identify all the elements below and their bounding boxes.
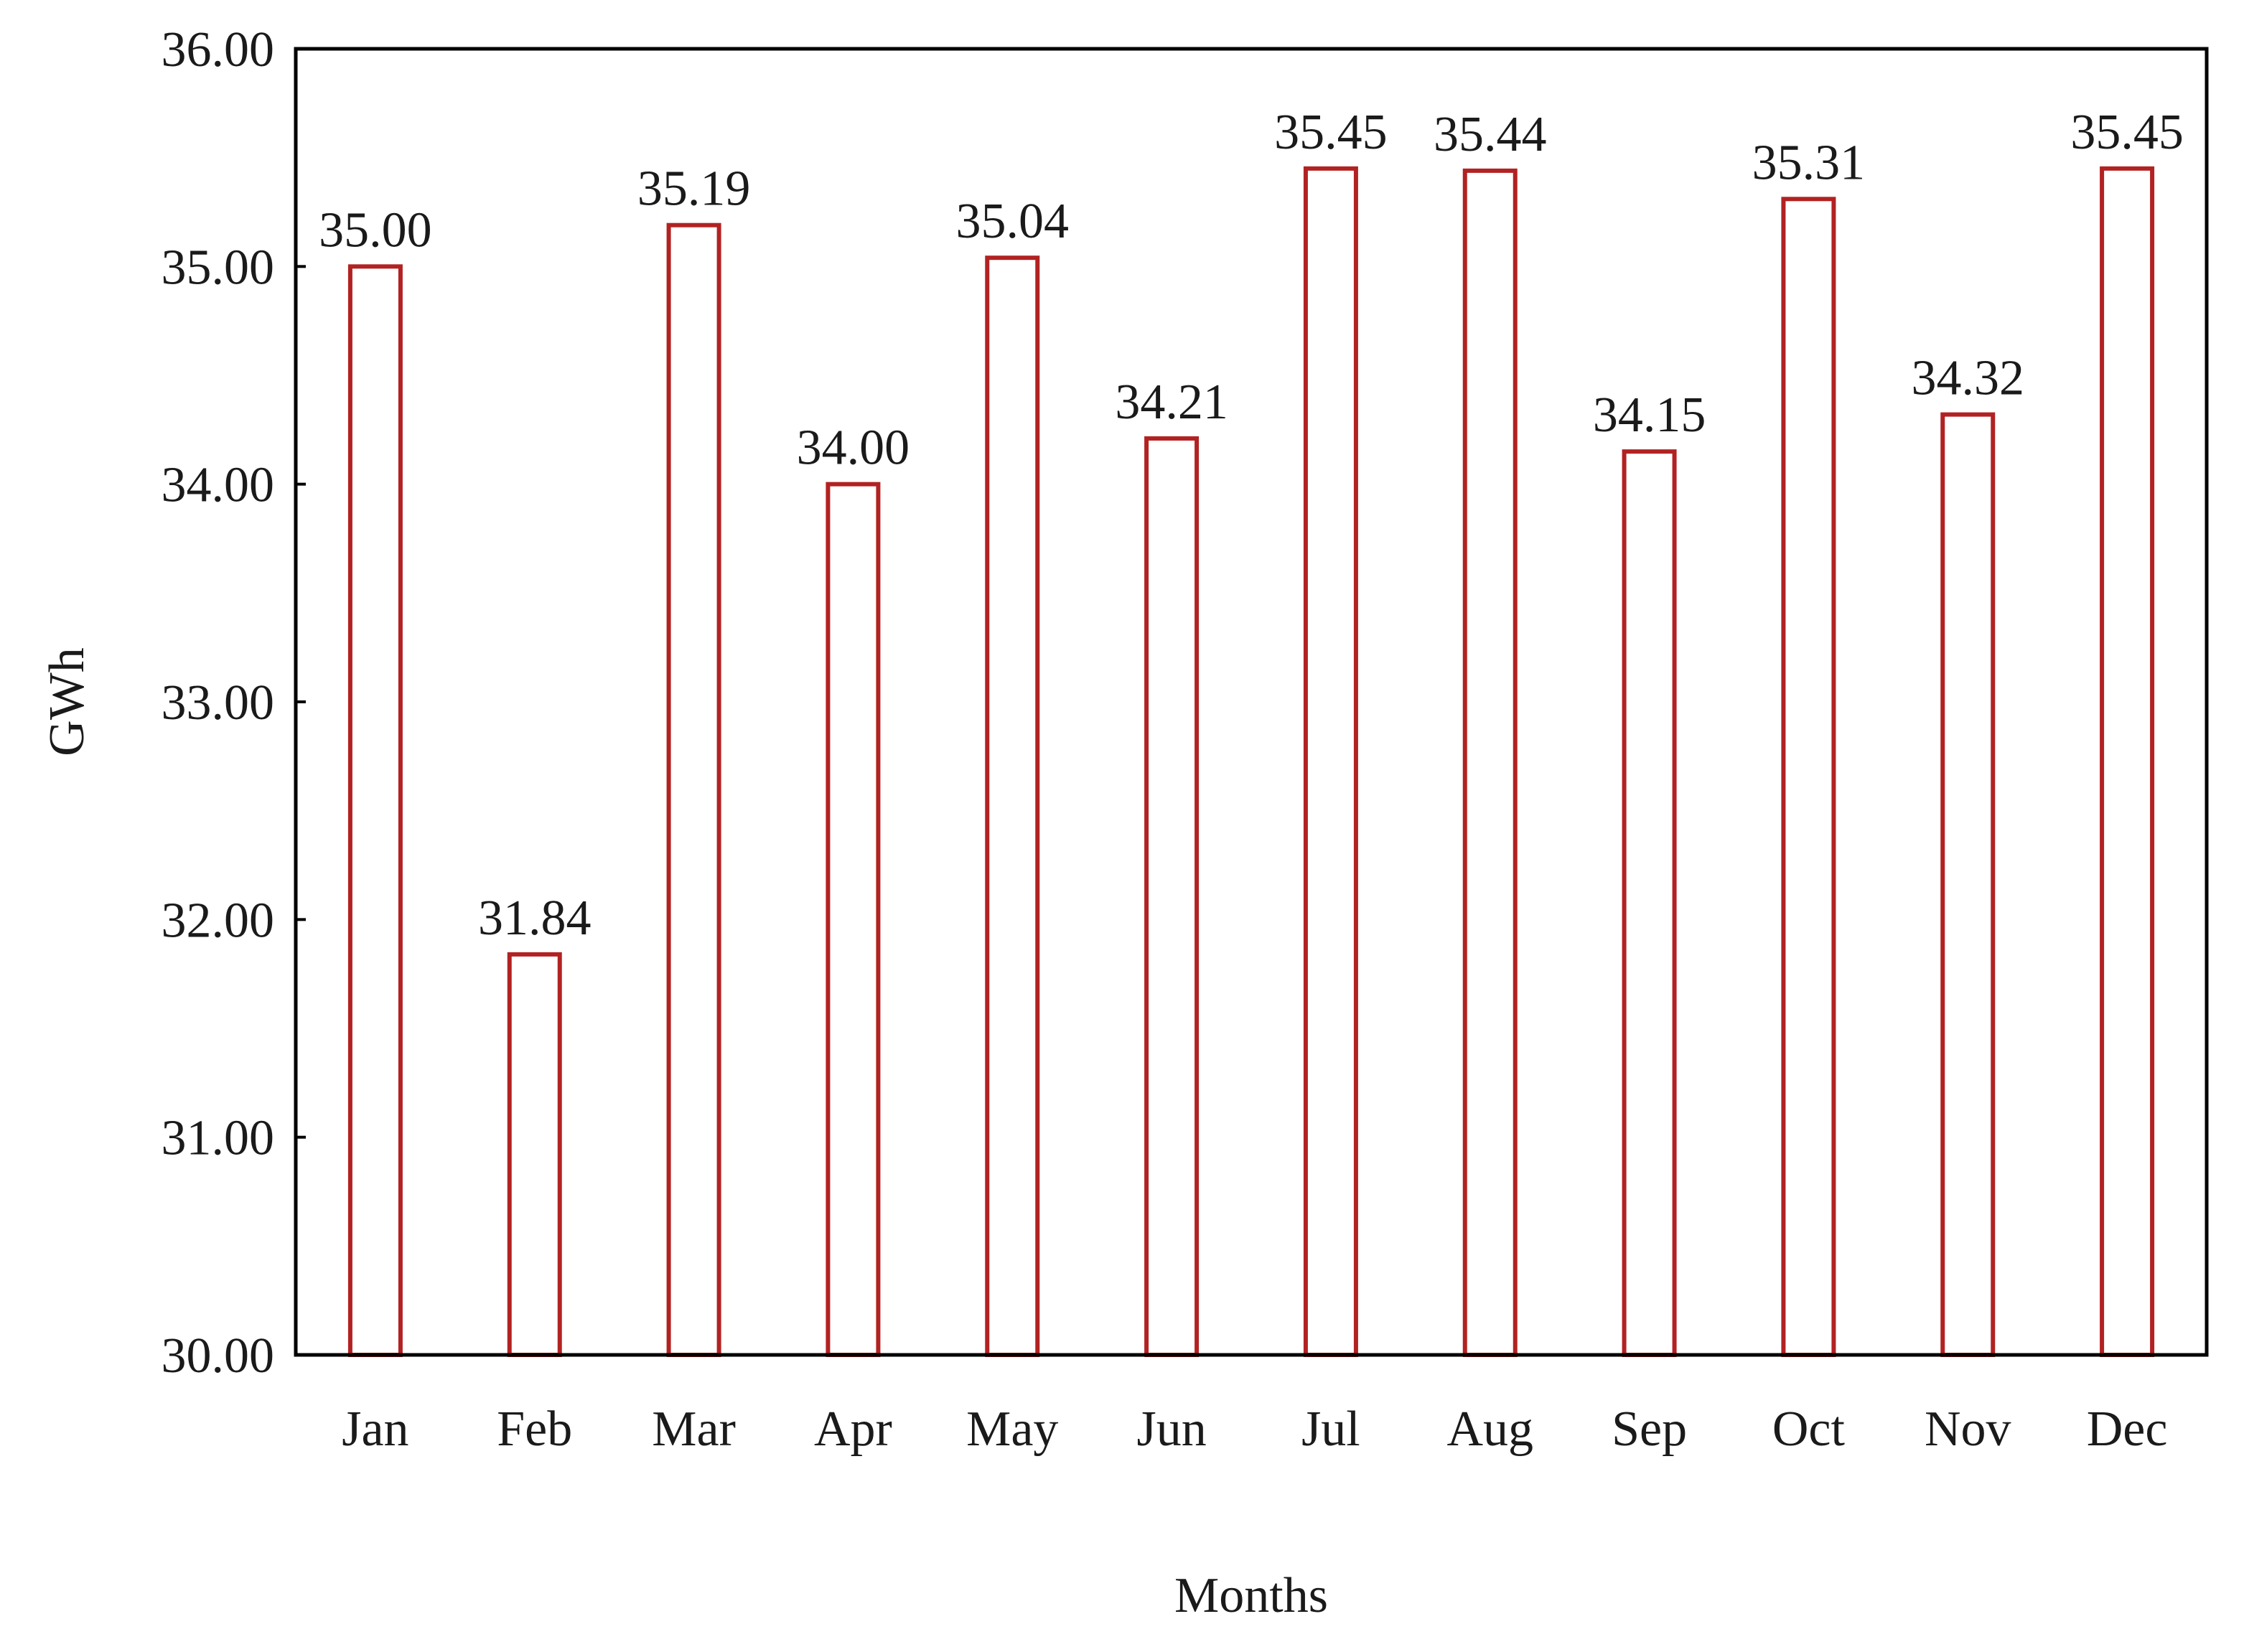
- bar-jan: [347, 264, 403, 1357]
- bars: [347, 166, 2155, 1358]
- data-label-jan: 35.00: [319, 202, 432, 258]
- bar-apr: [826, 482, 881, 1358]
- y-axis-ticks: 30.00 31.00 32.00 33.00 34.00 35.00 36.00: [162, 22, 306, 1384]
- bar-may: [985, 255, 1040, 1358]
- bar-oct: [1781, 197, 1836, 1357]
- y-tick-label: 35.00: [162, 240, 275, 295]
- y-tick-label: 32.00: [162, 893, 275, 948]
- bar-dec: [2100, 166, 2155, 1357]
- y-tick-label: 34.00: [162, 458, 275, 513]
- x-tick-label-nov: Nov: [1925, 1402, 2011, 1457]
- x-tick-label-oct: Oct: [1772, 1402, 1846, 1457]
- x-axis-title: Months: [1174, 1568, 1328, 1623]
- plot-area-frame: [294, 47, 2209, 1357]
- bar-sep: [1622, 449, 1677, 1358]
- x-tick-label-apr: Apr: [814, 1402, 892, 1457]
- y-tick-label: 33.00: [162, 675, 275, 731]
- data-label-feb: 31.84: [478, 891, 592, 946]
- data-label-oct: 35.31: [1752, 135, 1866, 190]
- data-label-jun: 34.21: [1115, 375, 1228, 430]
- x-tick-label-jan: Jan: [342, 1402, 408, 1457]
- x-tick-label-jun: Jun: [1136, 1402, 1206, 1457]
- bar-aug: [1462, 168, 1518, 1357]
- data-label-dec: 35.45: [2070, 105, 2184, 160]
- x-tick-label-dec: Dec: [2087, 1402, 2168, 1457]
- data-label-sep: 34.15: [1593, 388, 1706, 443]
- x-tick-label-feb: Feb: [497, 1402, 572, 1457]
- bar-nov: [1940, 412, 1996, 1357]
- data-label-jul: 35.45: [1274, 105, 1388, 160]
- data-label-may: 35.04: [956, 194, 1070, 249]
- y-tick-label: 30.00: [162, 1328, 275, 1384]
- y-tick-label: 31.00: [162, 1111, 275, 1166]
- data-label-apr: 34.00: [797, 421, 910, 476]
- data-label-aug: 35.44: [1434, 107, 1547, 162]
- x-axis-tick-labels: Jan Feb Mar Apr May Jun Jul Aug Sep Oct Nov Dec: [342, 1402, 2167, 1457]
- bar-feb: [507, 952, 562, 1358]
- y-tick-label: 36.00: [162, 22, 275, 78]
- x-tick-label-sep: Sep: [1612, 1402, 1687, 1457]
- bar-jul: [1303, 166, 1358, 1357]
- data-label-nov: 34.32: [1912, 351, 2025, 406]
- data-label-mar: 35.19: [637, 161, 751, 217]
- x-tick-label-aug: Aug: [1446, 1402, 1533, 1457]
- x-tick-label-may: May: [966, 1402, 1058, 1457]
- x-tick-label-jul: Jul: [1301, 1402, 1360, 1457]
- x-tick-label-mar: Mar: [652, 1402, 736, 1457]
- bar-jun: [1144, 436, 1200, 1357]
- data-labels: 35.00 31.84 35.19 34.00 35.04 34.21 35.45 35.44…: [319, 105, 2184, 946]
- y-axis-title: GWh: [39, 647, 95, 756]
- bar-mar: [666, 222, 721, 1358]
